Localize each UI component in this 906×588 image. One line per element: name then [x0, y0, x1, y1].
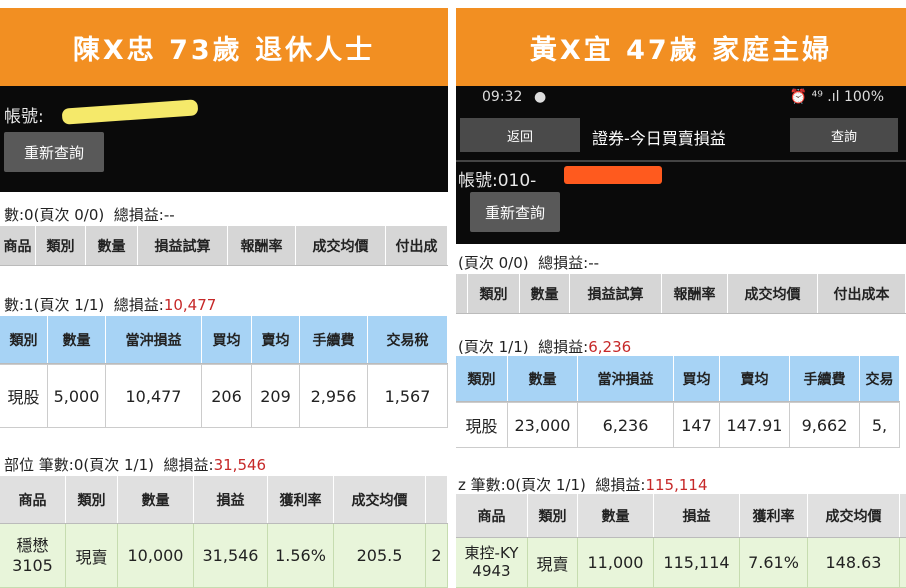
section3-summary: z 筆數:0(頁次 1/1) 總損益:115,114 [458, 476, 708, 494]
section2-summary: 數:1(頁次 1/1) 總損益:10,477 [4, 296, 217, 314]
app-header: 返回 證券-今日買賣損益 查詢 帳號:010- 重新查詢 [456, 110, 906, 244]
col-qty: 數量 [508, 356, 578, 401]
col-sell-avg: 賣均 [720, 356, 790, 401]
table-row[interactable]: 現股 23,000 6,236 147 147.91 9,662 5, [456, 402, 900, 448]
section2-summary: (頁次 1/1) 總損益:6,236 [458, 338, 632, 356]
section1-header: a 類別 數量 損益試算 報酬率 成交均價 付出成本 [456, 274, 906, 314]
col-buy-avg: 買均 [674, 356, 720, 401]
stock-name: 東控-KY [464, 544, 519, 563]
col-type: 類別 [456, 356, 508, 401]
col-qty: 數量 [520, 274, 570, 313]
table-row[interactable]: 東控-KY 4943 現賣 11,000 115,114 7.61% 148.6… [456, 538, 906, 588]
section3-header: 商品 類別 數量 損益 獲利率 成交均價 [456, 494, 906, 538]
col-qty: 數量 [86, 226, 138, 265]
col-qty: 數量 [578, 494, 654, 537]
account-redaction [61, 99, 199, 125]
table-row[interactable]: 穩懋 3105 現賣 10,000 31,546 1.56% 205.5 2 [0, 524, 448, 588]
section3-summary: 部位 筆數:0(頁次 1/1) 總損益:31,546 [4, 456, 267, 474]
section2-header: 類別 數量 當沖損益 買均 賣均 手續費 交易 [456, 356, 900, 402]
col-return: 報酬率 [228, 226, 296, 265]
section3-header: 商品 類別 數量 損益 獲利率 成交均價 [0, 476, 448, 524]
col-return: 報酬率 [662, 274, 728, 313]
requery-button[interactable]: 重新查詢 [470, 192, 560, 232]
section2-header: 類別 數量 當沖損益 買均 賣均 手續費 交易稅 [0, 316, 448, 364]
col-qty: 數量 [118, 476, 194, 523]
table-row[interactable]: 現股 5,000 10,477 206 209 2,956 1,567 [0, 364, 448, 428]
col-daytrade-pnl: 當沖損益 [578, 356, 674, 401]
col-cost: 付出成 [386, 226, 448, 265]
right-screenshot: 黃X宜 47歲 家庭主婦 09:32 ● ⏰ ⁴⁹ .ıl 100% 返回 證券… [456, 0, 906, 588]
col-product: 商品 [0, 226, 36, 265]
status-bar: 09:32 ● ⏰ ⁴⁹ .ıl 100% [456, 86, 906, 110]
col-profit-rate: 獲利率 [740, 494, 808, 537]
col-profit-rate: 獲利率 [268, 476, 334, 523]
section1-summary: (頁次 0/0) 總損益:-- [458, 254, 600, 272]
col-pnl-est: 損益試算 [570, 274, 662, 313]
col-daytrade-pnl: 當沖損益 [106, 316, 202, 363]
status-time: 09:32 [482, 89, 523, 105]
profile-banner: 陳X忠 73歲 退休人士 [0, 8, 448, 86]
requery-button[interactable]: 重新查詢 [4, 132, 104, 172]
account-redaction [564, 166, 662, 184]
col-type: 類別 [36, 226, 86, 265]
account-label: 帳號: [4, 107, 44, 127]
col-avg-price: 成交均價 [296, 226, 386, 265]
left-screenshot: 陳X忠 73歲 退休人士 帳號: 重新查詢 數:0(頁次 0/0) 總損益:--… [0, 0, 448, 588]
col-type: 類別 [528, 494, 578, 537]
stock-name: 穩懋 [16, 536, 49, 556]
col-type: 類別 [0, 316, 48, 363]
col-buy-avg: 買均 [202, 316, 252, 363]
stock-code: 4943 [472, 561, 511, 580]
col-avg-price: 成交均價 [334, 476, 426, 523]
col-cost: 付出成本 [818, 274, 906, 313]
section1-summary: 數:0(頁次 0/0) 總損益:-- [4, 206, 175, 224]
col-avg-price: 成交均價 [728, 274, 818, 313]
stock-code: 3105 [12, 555, 53, 575]
account-label: 帳號:010- [458, 171, 537, 191]
col-product: 商品 [0, 476, 66, 523]
account-area: 帳號: 重新查詢 [0, 86, 448, 192]
col-pnl-est: 損益試算 [138, 226, 228, 265]
section1-header: 商品 類別 數量 損益試算 報酬率 成交均價 付出成 [0, 226, 448, 266]
query-button[interactable]: 查詢 [790, 118, 898, 152]
col-fee: 手續費 [300, 316, 368, 363]
chat-icon: ● [534, 89, 547, 105]
status-indicators: ⏰ ⁴⁹ .ıl 100% [789, 89, 884, 105]
page-title: 證券-今日買賣損益 [592, 129, 726, 148]
col-tax: 交易稅 [368, 316, 448, 363]
col-avg-price: 成交均價 [808, 494, 900, 537]
col-type: 類別 [66, 476, 118, 523]
col-tax: 交易 [860, 356, 900, 401]
col-sell-avg: 賣均 [252, 316, 300, 363]
col-type: 類別 [468, 274, 520, 313]
col-pnl: 損益 [194, 476, 268, 523]
profile-banner: 黃X宜 47歲 家庭主婦 [456, 8, 906, 86]
col-qty: 數量 [48, 316, 106, 363]
col-fee: 手續費 [790, 356, 860, 401]
back-button[interactable]: 返回 [460, 118, 580, 152]
col-product: 商品 [456, 494, 528, 537]
col-pnl: 損益 [654, 494, 740, 537]
